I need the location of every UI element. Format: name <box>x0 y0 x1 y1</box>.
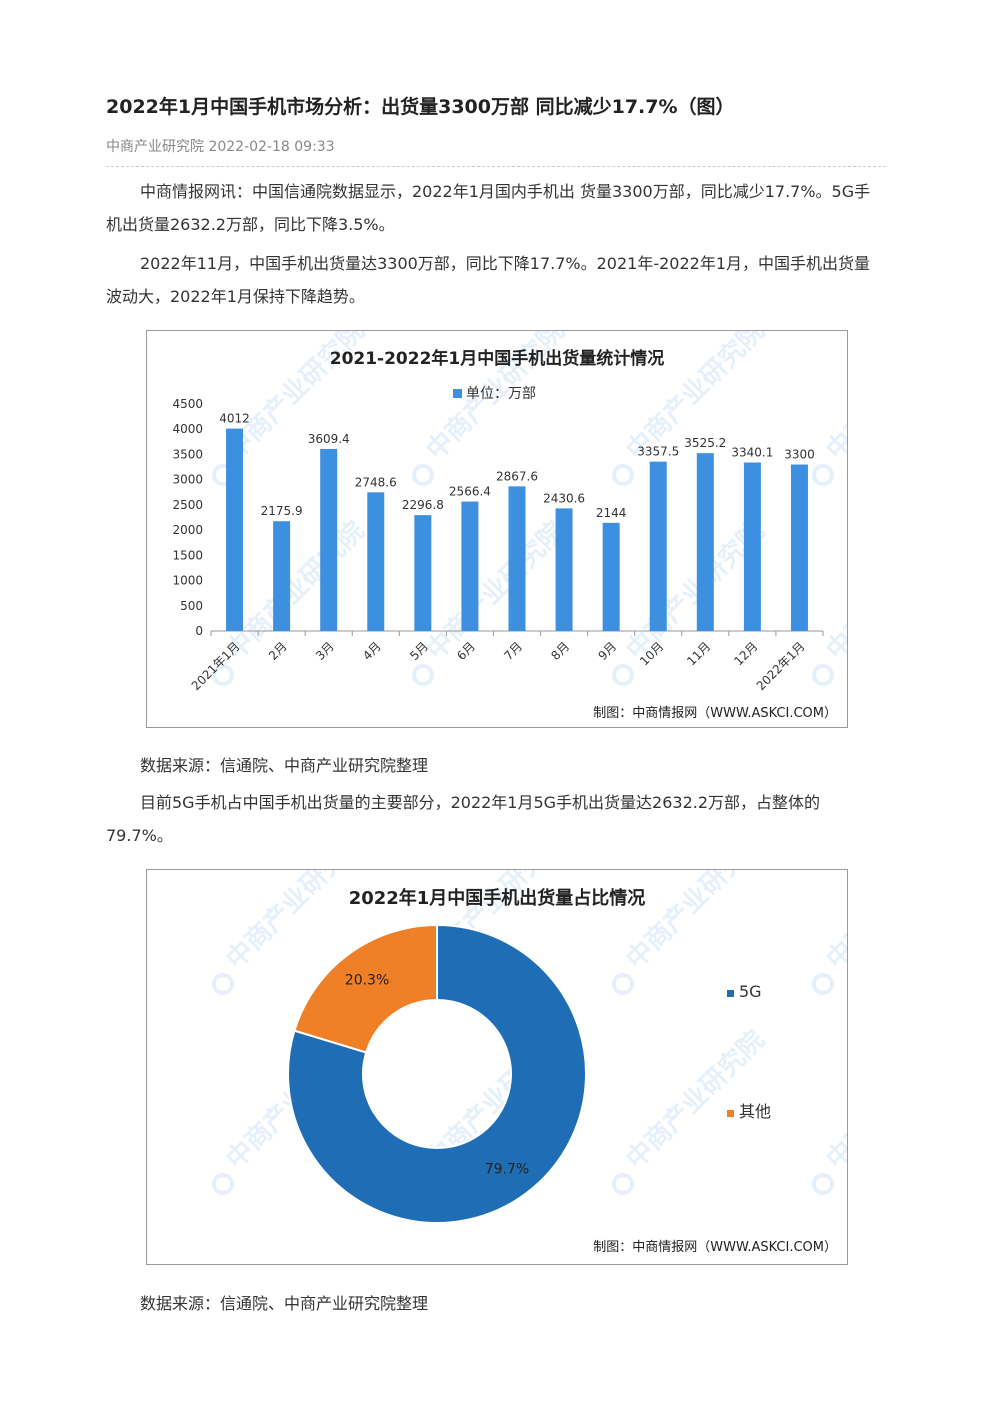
paragraph-3: 目前5G手机占中国手机出货量的主要部分，2022年1月5G手机出货量达2632.… <box>106 793 821 845</box>
y-tick-label: 2500 <box>172 498 203 512</box>
watermark-logo-icon <box>812 664 834 686</box>
bar-value-label: 2430.6 <box>543 491 585 505</box>
y-tick-label: 4000 <box>172 422 203 436</box>
x-tick-label: 2022年1月 <box>754 639 808 693</box>
donut-slice-other <box>293 923 438 1054</box>
y-tick-label: 1500 <box>172 548 203 562</box>
bar <box>461 501 479 631</box>
bar <box>602 522 620 631</box>
watermark-text: 中商产业研究院 <box>620 870 771 975</box>
x-tick-label: 8月 <box>548 639 572 663</box>
y-tick-label: 0 <box>195 624 203 638</box>
watermark-logo-icon <box>812 464 834 486</box>
bar-value-label: 3300 <box>784 448 815 462</box>
watermark-text: 中商产业研究院 <box>820 515 847 666</box>
y-tick-label: 3000 <box>172 473 203 487</box>
article-title: 2022年1月中国手机市场分析：出货量3300万部 同比减少17.7%（图） <box>106 96 735 118</box>
watermark-text: 中商产业研究院 <box>820 331 847 466</box>
bar <box>696 453 714 631</box>
chart-title: 2021-2022年1月中国手机出货量统计情况 <box>330 348 665 369</box>
y-tick-label: 500 <box>180 599 203 613</box>
legend-label: 5G <box>739 982 762 1001</box>
watermark-logo-icon <box>412 664 434 686</box>
donut-slice-5g <box>287 923 587 1224</box>
data-source-1: 数据来源：信通院、中商产业研究院整理 <box>140 756 429 775</box>
article-meta: 中商产业研究院 2022-02-18 09:33 <box>106 139 335 155</box>
bar-value-label: 2566.4 <box>449 485 491 499</box>
y-tick-label: 2000 <box>172 523 203 537</box>
bar <box>273 521 291 631</box>
paragraph-1: 中商情报网讯：中国信通院数据显示，2022年1月国内手机出 货量3300万部，同… <box>106 182 871 234</box>
y-tick-label: 4500 <box>172 397 203 411</box>
bar <box>649 461 667 631</box>
legend-label: 其他 <box>739 1102 771 1121</box>
x-tick-label: 2021年1月 <box>189 639 243 693</box>
watermark-logo-icon <box>212 1173 234 1195</box>
watermark-text: 中商产业研究院 <box>620 1024 771 1175</box>
bar <box>367 492 385 631</box>
x-tick-label: 3月 <box>313 639 337 663</box>
legend-swatch <box>727 990 734 997</box>
x-tick-label: 9月 <box>595 639 619 663</box>
y-tick-label: 1000 <box>172 574 203 588</box>
bar <box>414 515 432 631</box>
divider <box>106 166 886 167</box>
bar-value-label: 2175.9 <box>261 504 303 518</box>
watermark-text: 中商产业研究院 <box>820 870 847 975</box>
bar <box>226 428 244 631</box>
watermark-logo-icon <box>212 664 234 686</box>
y-tick-label: 3500 <box>172 447 203 461</box>
bar-value-label: 2296.8 <box>402 498 444 512</box>
x-tick-label: 2月 <box>266 639 290 663</box>
bar <box>555 508 573 631</box>
watermark-logo-icon <box>612 664 634 686</box>
x-tick-label: 11月 <box>684 639 713 668</box>
bar-value-label: 2867.6 <box>496 469 538 483</box>
bar-value-label: 3357.5 <box>637 445 679 459</box>
x-tick-label: 4月 <box>360 639 384 663</box>
legend-label: 单位：万部 <box>466 386 536 402</box>
x-tick-label: 7月 <box>501 639 525 663</box>
bar-value-label: 3525.2 <box>684 436 726 450</box>
chart-credit: 制图：中商情报网（WWW.ASKCI.COM） <box>593 706 837 721</box>
watermark-logo-icon <box>612 973 634 995</box>
watermark-logo-icon <box>212 973 234 995</box>
slice-value-label: 79.7% <box>485 1161 529 1177</box>
bar-value-label: 3340.1 <box>731 446 773 460</box>
watermark-logo-icon <box>612 1173 634 1195</box>
bar-value-label: 4012 <box>219 412 250 426</box>
bar-value-label: 3609.4 <box>308 432 350 446</box>
chart-credit: 制图：中商情报网（WWW.ASKCI.COM） <box>593 1240 837 1255</box>
chart-title: 2022年1月中国手机出货量占比情况 <box>349 887 646 909</box>
legend-swatch <box>727 1110 734 1117</box>
bar-chart: 中商产业研究院 中商产业研究院 中商产业研究院 中商产业研究院 中商产业研究院 中商产业研… <box>146 315 971 728</box>
data-source-2: 数据来源：信通院、中商产业研究院整理 <box>140 1294 429 1313</box>
bar <box>790 464 808 631</box>
watermark-logo-icon <box>812 973 834 995</box>
paragraph-2: 2022年11月，中国手机出货量达3300万部，同比下降17.7%。2021年-… <box>106 254 871 306</box>
watermark-logo-icon <box>812 1173 834 1195</box>
watermark-text: 中商产业研究院 <box>820 1024 847 1175</box>
slice-value-label: 20.3% <box>345 973 389 989</box>
bar-value-label: 2748.6 <box>355 475 397 489</box>
bar <box>320 448 338 631</box>
bar <box>743 462 761 631</box>
watermark-logo-icon <box>412 464 434 486</box>
bar-value-label: 2144 <box>596 506 627 520</box>
x-tick-label: 12月 <box>731 639 760 668</box>
watermark-text: 中商产业研究院 <box>420 515 571 666</box>
pie-chart: 中商产业研究院 中商产业研究院 中商产业研究院 中商产业研究院 中商产业研究院 中商产业研… <box>146 824 971 1265</box>
legend-swatch <box>453 389 462 398</box>
bar <box>508 486 526 631</box>
watermark-logo-icon <box>612 464 634 486</box>
